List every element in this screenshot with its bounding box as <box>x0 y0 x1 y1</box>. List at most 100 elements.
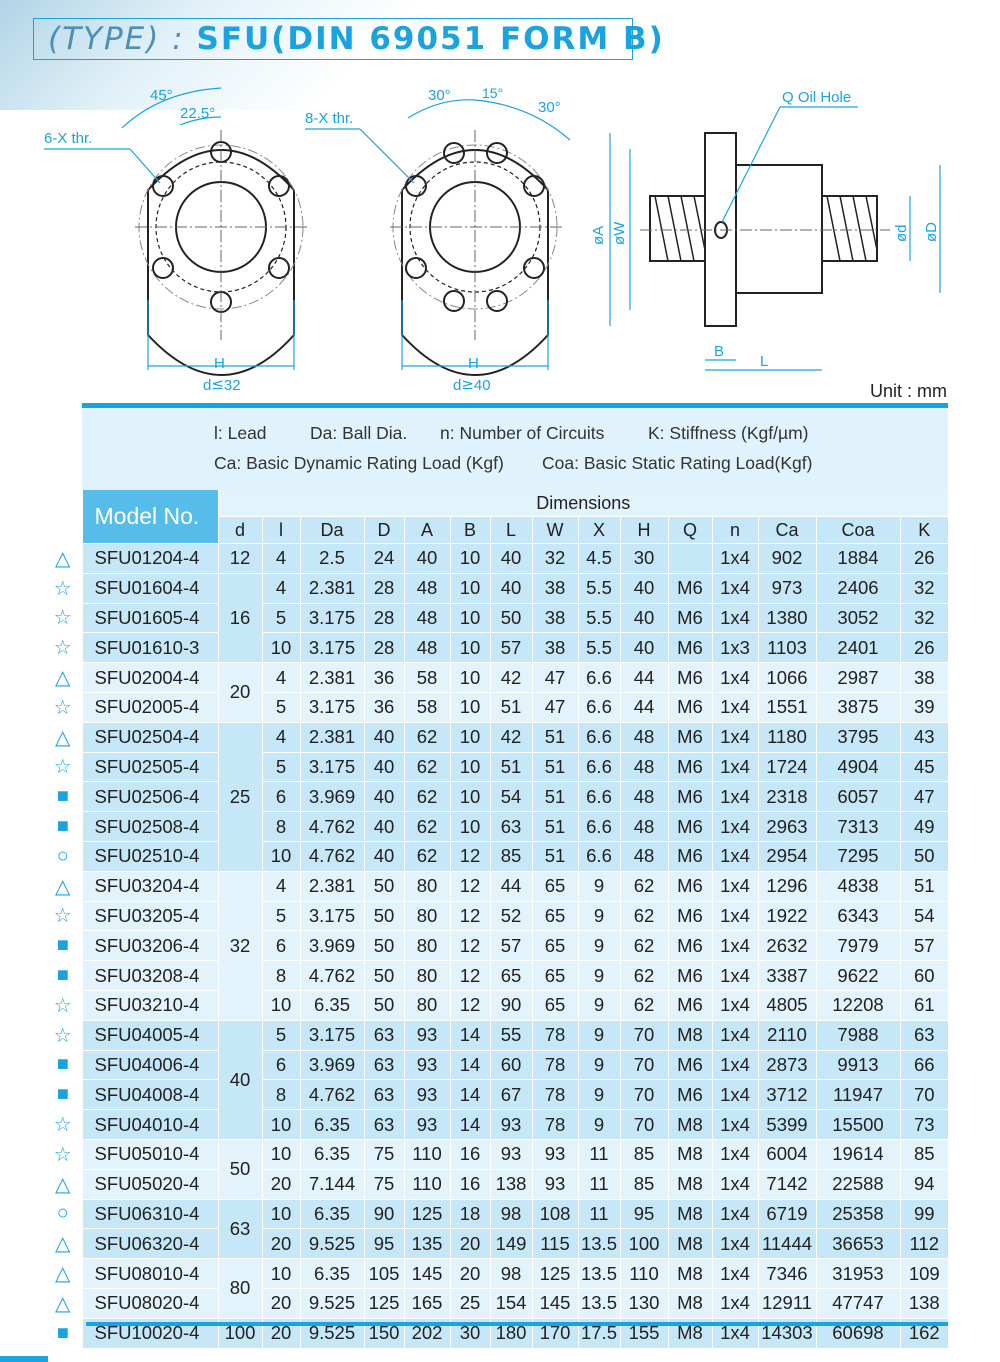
cell-n: 1x4 <box>711 841 758 872</box>
cell-n: 1x4 <box>711 1020 758 1051</box>
cell-d: 40 <box>363 781 404 813</box>
cell-d: 36 <box>363 692 404 723</box>
cell-h: 48 <box>619 722 668 753</box>
table-row: △ SFU05020-4 20 7.144 75 110 16 138 93 11 85 M8 1x4 7… <box>44 1169 948 1200</box>
model-number: SFU05010-4 <box>81 1139 218 1170</box>
cell-x: 11 <box>577 1199 620 1230</box>
cell-coa: 2987 <box>815 662 900 693</box>
cell-w: 93 <box>531 1169 578 1200</box>
dia-w-label: øW <box>611 221 628 245</box>
cell-l: 52 <box>489 901 532 932</box>
cell-ca: 7346 <box>757 1258 816 1289</box>
cell-w: 145 <box>531 1288 578 1319</box>
cell-d: 63 <box>363 1050 404 1081</box>
cell-b: 14 <box>449 1050 490 1081</box>
table-row: △ SFU02004-4 20 4 2.381 36 58 10 42 47 6.6 44 M6 1x4 1… <box>44 662 948 723</box>
cell-a: 62 <box>403 811 450 842</box>
cell-w: 65 <box>531 960 578 991</box>
cell-q: M6 <box>667 781 712 813</box>
cell-a: 165 <box>403 1288 450 1319</box>
cell-x: 9 <box>577 990 620 1021</box>
legend-lead: l: Lead <box>214 423 267 443</box>
cell-coa: 2406 <box>815 573 900 604</box>
table-row: △ SFU08020-4 20 9.525 125 165 25 154 145 13.5 130 M… <box>44 1288 948 1319</box>
cell-b: 20 <box>449 1258 490 1289</box>
cell-n: 1x4 <box>711 1228 758 1260</box>
square-marker-icon: ■ <box>44 960 82 991</box>
cell-q: M8 <box>667 1288 712 1319</box>
table-row: △ SFU01204-4 12 4 2.5 24 40 10 40 32 4.5 30 1x4 902 18… <box>44 543 948 574</box>
cell-d: 63 <box>363 1020 404 1051</box>
cell-n: 1x4 <box>711 1139 758 1170</box>
cell-l: 55 <box>489 1020 532 1051</box>
cell-d: 40 <box>363 841 404 872</box>
cell-n: 1x4 <box>711 722 758 753</box>
cell-h: 48 <box>619 752 668 783</box>
cell-q: M6 <box>667 1050 712 1081</box>
cell-n: 1x4 <box>711 662 758 693</box>
cell-h: 48 <box>619 811 668 842</box>
shaft-diameter-d: 63 <box>217 1199 262 1260</box>
cell-b: 12 <box>449 841 490 872</box>
cell-n: 1x4 <box>711 960 758 991</box>
shaft-diameter-d: 12 <box>217 543 262 574</box>
cell-q: M6 <box>667 692 712 723</box>
star-marker-icon: ☆ <box>44 1109 82 1140</box>
cell-l: 10 <box>261 1139 300 1170</box>
cell-x: 9 <box>577 930 620 962</box>
cell-coa: 3795 <box>815 722 900 753</box>
cell-q: M6 <box>667 722 712 753</box>
cell-l: 10 <box>261 841 300 872</box>
cell-a: 80 <box>403 930 450 962</box>
cell-ca: 6004 <box>757 1139 816 1170</box>
shaft-diameter-d: 80 <box>217 1258 262 1319</box>
cell-h: 44 <box>619 692 668 723</box>
cell-k: 54 <box>899 901 948 932</box>
triangle-marker-icon: △ <box>44 1288 82 1319</box>
cell-h: 62 <box>619 871 668 902</box>
legend-box: l: Lead Da: Ball Dia. n: Number of Circu… <box>82 408 948 491</box>
cell-w: 78 <box>531 1020 578 1051</box>
cell-a: 93 <box>403 1050 450 1081</box>
table-row: ☆ SFU03205-4 5 3.175 50 80 12 52 65 9 62 M6 1x4 1922 6… <box>44 901 948 932</box>
circle-marker-icon: ○ <box>44 841 82 872</box>
cell-b: 12 <box>449 871 490 902</box>
cell-w: 93 <box>531 1139 578 1170</box>
cell-a: 58 <box>403 662 450 693</box>
cell-w: 65 <box>531 871 578 902</box>
cell-da: 3.969 <box>299 930 364 962</box>
table-row: ○ SFU02510-4 10 4.762 40 62 12 85 51 6.6 48 M6 1x4 29… <box>44 841 948 872</box>
cell-l: 67 <box>489 1079 532 1111</box>
cell-ca: 1180 <box>757 722 816 753</box>
cell-d: 28 <box>363 603 404 634</box>
cell-d: 36 <box>363 662 404 693</box>
cell-q: M6 <box>667 871 712 902</box>
triangle-marker-icon: △ <box>44 722 82 753</box>
h-label-middle: H <box>468 355 479 372</box>
triangle-marker-icon: △ <box>44 662 82 693</box>
cell-da: 2.381 <box>299 871 364 902</box>
table-row: ☆ SFU03210-4 10 6.35 50 80 12 90 65 9 62 M6 1x4 4805 1… <box>44 990 948 1021</box>
cell-x: 9 <box>577 1109 620 1140</box>
cell-x: 6.6 <box>577 662 620 693</box>
cell-d: 125 <box>363 1288 404 1319</box>
cell-da: 4.762 <box>299 841 364 872</box>
cell-l: 54 <box>489 781 532 813</box>
cell-d: 40 <box>363 722 404 753</box>
legend-dynamic: Ca: Basic Dynamic Rating Load (Kgf) <box>214 453 504 473</box>
b-label: B <box>714 343 724 360</box>
column-header-coa: Coa <box>815 516 900 544</box>
cell-da: 2.381 <box>299 722 364 753</box>
cell-w: 38 <box>531 573 578 604</box>
cell-x: 6.6 <box>577 841 620 872</box>
model-number: SFU03206-4 <box>81 930 218 962</box>
cell-q: M6 <box>667 841 712 872</box>
cell-l: 42 <box>489 662 532 693</box>
cell-q: M6 <box>667 1079 712 1111</box>
cell-h: 62 <box>619 901 668 932</box>
cell-coa: 4838 <box>815 871 900 902</box>
cell-coa: 3875 <box>815 692 900 723</box>
cell-da: 9.525 <box>299 1228 364 1260</box>
cell-q: M6 <box>667 901 712 932</box>
cell-ca: 3712 <box>757 1079 816 1111</box>
